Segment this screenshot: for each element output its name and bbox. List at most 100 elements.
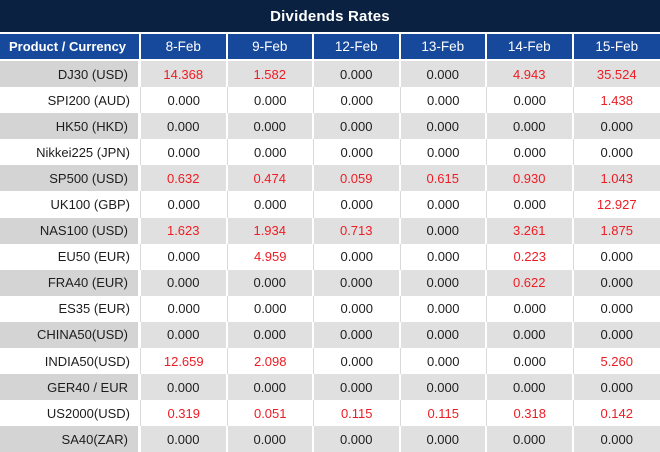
value-cell: 0.000: [573, 113, 660, 140]
table-row: US2000(USD) 0.319 0.051 0.115 0.115 0.318 0.14…: [0, 400, 660, 427]
column-header-date-13-Feb: 13-Feb: [400, 34, 487, 61]
table-row: DJ30 (USD) 14.368 1.582 0.000 0.000 4.943 35.5…: [0, 61, 660, 88]
value-cell: 0.000: [400, 321, 487, 349]
value-cell: 0.000: [573, 243, 660, 270]
value-cell: 0.000: [314, 269, 401, 296]
value-cell: 35.524: [573, 61, 660, 88]
value-cell: 0.000: [400, 243, 487, 270]
column-header-date-8-Feb: 8-Feb: [141, 34, 228, 61]
value-cell: 0.000: [487, 87, 574, 114]
value-cell: 0.000: [141, 191, 228, 218]
product-cell: CHINA50(USD): [0, 321, 141, 349]
value-cell: 0.000: [400, 87, 487, 114]
title-bar: Dividends Rates: [0, 0, 660, 34]
value-cell: 0.000: [573, 269, 660, 296]
value-cell: 0.115: [400, 400, 487, 427]
value-cell: 0.000: [573, 295, 660, 322]
table-row: SPI200 (AUD) 0.000 0.000 0.000 0.000 0.000 1.4…: [0, 87, 660, 114]
page-title: Dividends Rates: [270, 7, 390, 25]
product-cell: Nikkei225 (JPN): [0, 139, 141, 166]
table-row: GER40 / EUR 0.000 0.000 0.000 0.000 0.000 0.00…: [0, 374, 660, 401]
column-header-date-15-Feb: 15-Feb: [573, 34, 660, 61]
table-row: NAS100 (USD) 1.623 1.934 0.713 0.000 3.261 1.8…: [0, 217, 660, 244]
table-row: HK50 (HKD) 0.000 0.000 0.000 0.000 0.000 0.000: [0, 113, 660, 140]
value-cell: 0.000: [314, 426, 401, 452]
column-header-date-9-Feb: 9-Feb: [227, 34, 314, 61]
value-cell: 0.000: [400, 295, 487, 322]
value-cell: 12.927: [573, 191, 660, 218]
table-row: UK100 (GBP) 0.000 0.000 0.000 0.000 0.000 12.9…: [0, 191, 660, 218]
value-cell: 0.632: [141, 165, 228, 192]
table-row: CHINA50(USD) 0.000 0.000 0.000 0.000 0.000 0.0…: [0, 321, 660, 349]
value-cell: 0.000: [573, 139, 660, 166]
value-cell: 0.000: [487, 139, 574, 166]
value-cell: 0.000: [141, 243, 228, 270]
table-row: SP500 (USD) 0.632 0.474 0.059 0.615 0.930 1.04…: [0, 165, 660, 192]
value-cell: 0.000: [573, 321, 660, 349]
value-cell: 0.000: [141, 426, 228, 452]
table-row: SA40(ZAR) 0.000 0.000 0.000 0.000 0.000 0.000: [0, 426, 660, 452]
product-cell: SP500 (USD): [0, 165, 141, 192]
product-cell: FRA40 (EUR): [0, 269, 141, 296]
value-cell: 5.260: [573, 348, 660, 375]
table-row: Nikkei225 (JPN) 0.000 0.000 0.000 0.000 0.000…: [0, 139, 660, 166]
value-cell: 0.000: [141, 139, 228, 166]
value-cell: 14.368: [141, 61, 228, 88]
value-cell: 0.000: [314, 243, 401, 270]
dividends-table: Product / Currency 8-Feb 9-Feb 12-Feb 13-Fe…: [0, 34, 660, 452]
value-cell: 0.000: [141, 113, 228, 140]
value-cell: 0.000: [400, 139, 487, 166]
value-cell: 0.000: [314, 321, 401, 349]
product-cell: UK100 (GBP): [0, 191, 141, 218]
value-cell: 0.000: [141, 269, 228, 296]
table-row: FRA40 (EUR) 0.000 0.000 0.000 0.000 0.622 0.00…: [0, 269, 660, 296]
product-cell: US2000(USD): [0, 400, 141, 427]
value-cell: 0.000: [487, 374, 574, 401]
value-cell: 0.000: [227, 295, 314, 322]
value-cell: 0.000: [400, 217, 487, 244]
value-cell: 0.000: [141, 321, 228, 349]
value-cell: 0.000: [141, 374, 228, 401]
value-cell: 0.000: [314, 139, 401, 166]
value-cell: 4.959: [227, 243, 314, 270]
value-cell: 0.223: [487, 243, 574, 270]
value-cell: 0.000: [400, 269, 487, 296]
value-cell: 4.943: [487, 61, 574, 88]
value-cell: 0.000: [314, 87, 401, 114]
value-cell: 1.438: [573, 87, 660, 114]
column-header-date-12-Feb: 12-Feb: [314, 34, 401, 61]
product-cell: ES35 (EUR): [0, 295, 141, 322]
value-cell: 0.622: [487, 269, 574, 296]
value-cell: 0.000: [227, 113, 314, 140]
value-cell: 0.000: [227, 191, 314, 218]
value-cell: 0.000: [227, 269, 314, 296]
value-cell: 0.000: [487, 426, 574, 452]
value-cell: 0.000: [314, 348, 401, 375]
value-cell: 0.713: [314, 217, 401, 244]
value-cell: 0.615: [400, 165, 487, 192]
value-cell: 0.115: [314, 400, 401, 427]
value-cell: 0.318: [487, 400, 574, 427]
value-cell: 0.000: [487, 321, 574, 349]
value-cell: 0.000: [227, 87, 314, 114]
value-cell: 0.930: [487, 165, 574, 192]
product-cell: HK50 (HKD): [0, 113, 141, 140]
value-cell: 0.000: [314, 191, 401, 218]
column-header-date-14-Feb: 14-Feb: [487, 34, 574, 61]
value-cell: 0.000: [314, 374, 401, 401]
product-cell: INDIA50(USD): [0, 348, 141, 375]
value-cell: 0.000: [400, 348, 487, 375]
value-cell: 0.000: [487, 348, 574, 375]
value-cell: 0.000: [314, 295, 401, 322]
value-cell: 0.000: [314, 61, 401, 88]
value-cell: 0.000: [487, 295, 574, 322]
value-cell: 0.000: [400, 113, 487, 140]
product-cell: SPI200 (AUD): [0, 87, 141, 114]
value-cell: 12.659: [141, 348, 228, 375]
value-cell: 1.875: [573, 217, 660, 244]
value-cell: 1.043: [573, 165, 660, 192]
product-cell: EU50 (EUR): [0, 243, 141, 270]
value-cell: 1.934: [227, 217, 314, 244]
table-row: INDIA50(USD) 12.659 2.098 0.000 0.000 0.000 5.…: [0, 348, 660, 375]
value-cell: 0.000: [227, 426, 314, 452]
